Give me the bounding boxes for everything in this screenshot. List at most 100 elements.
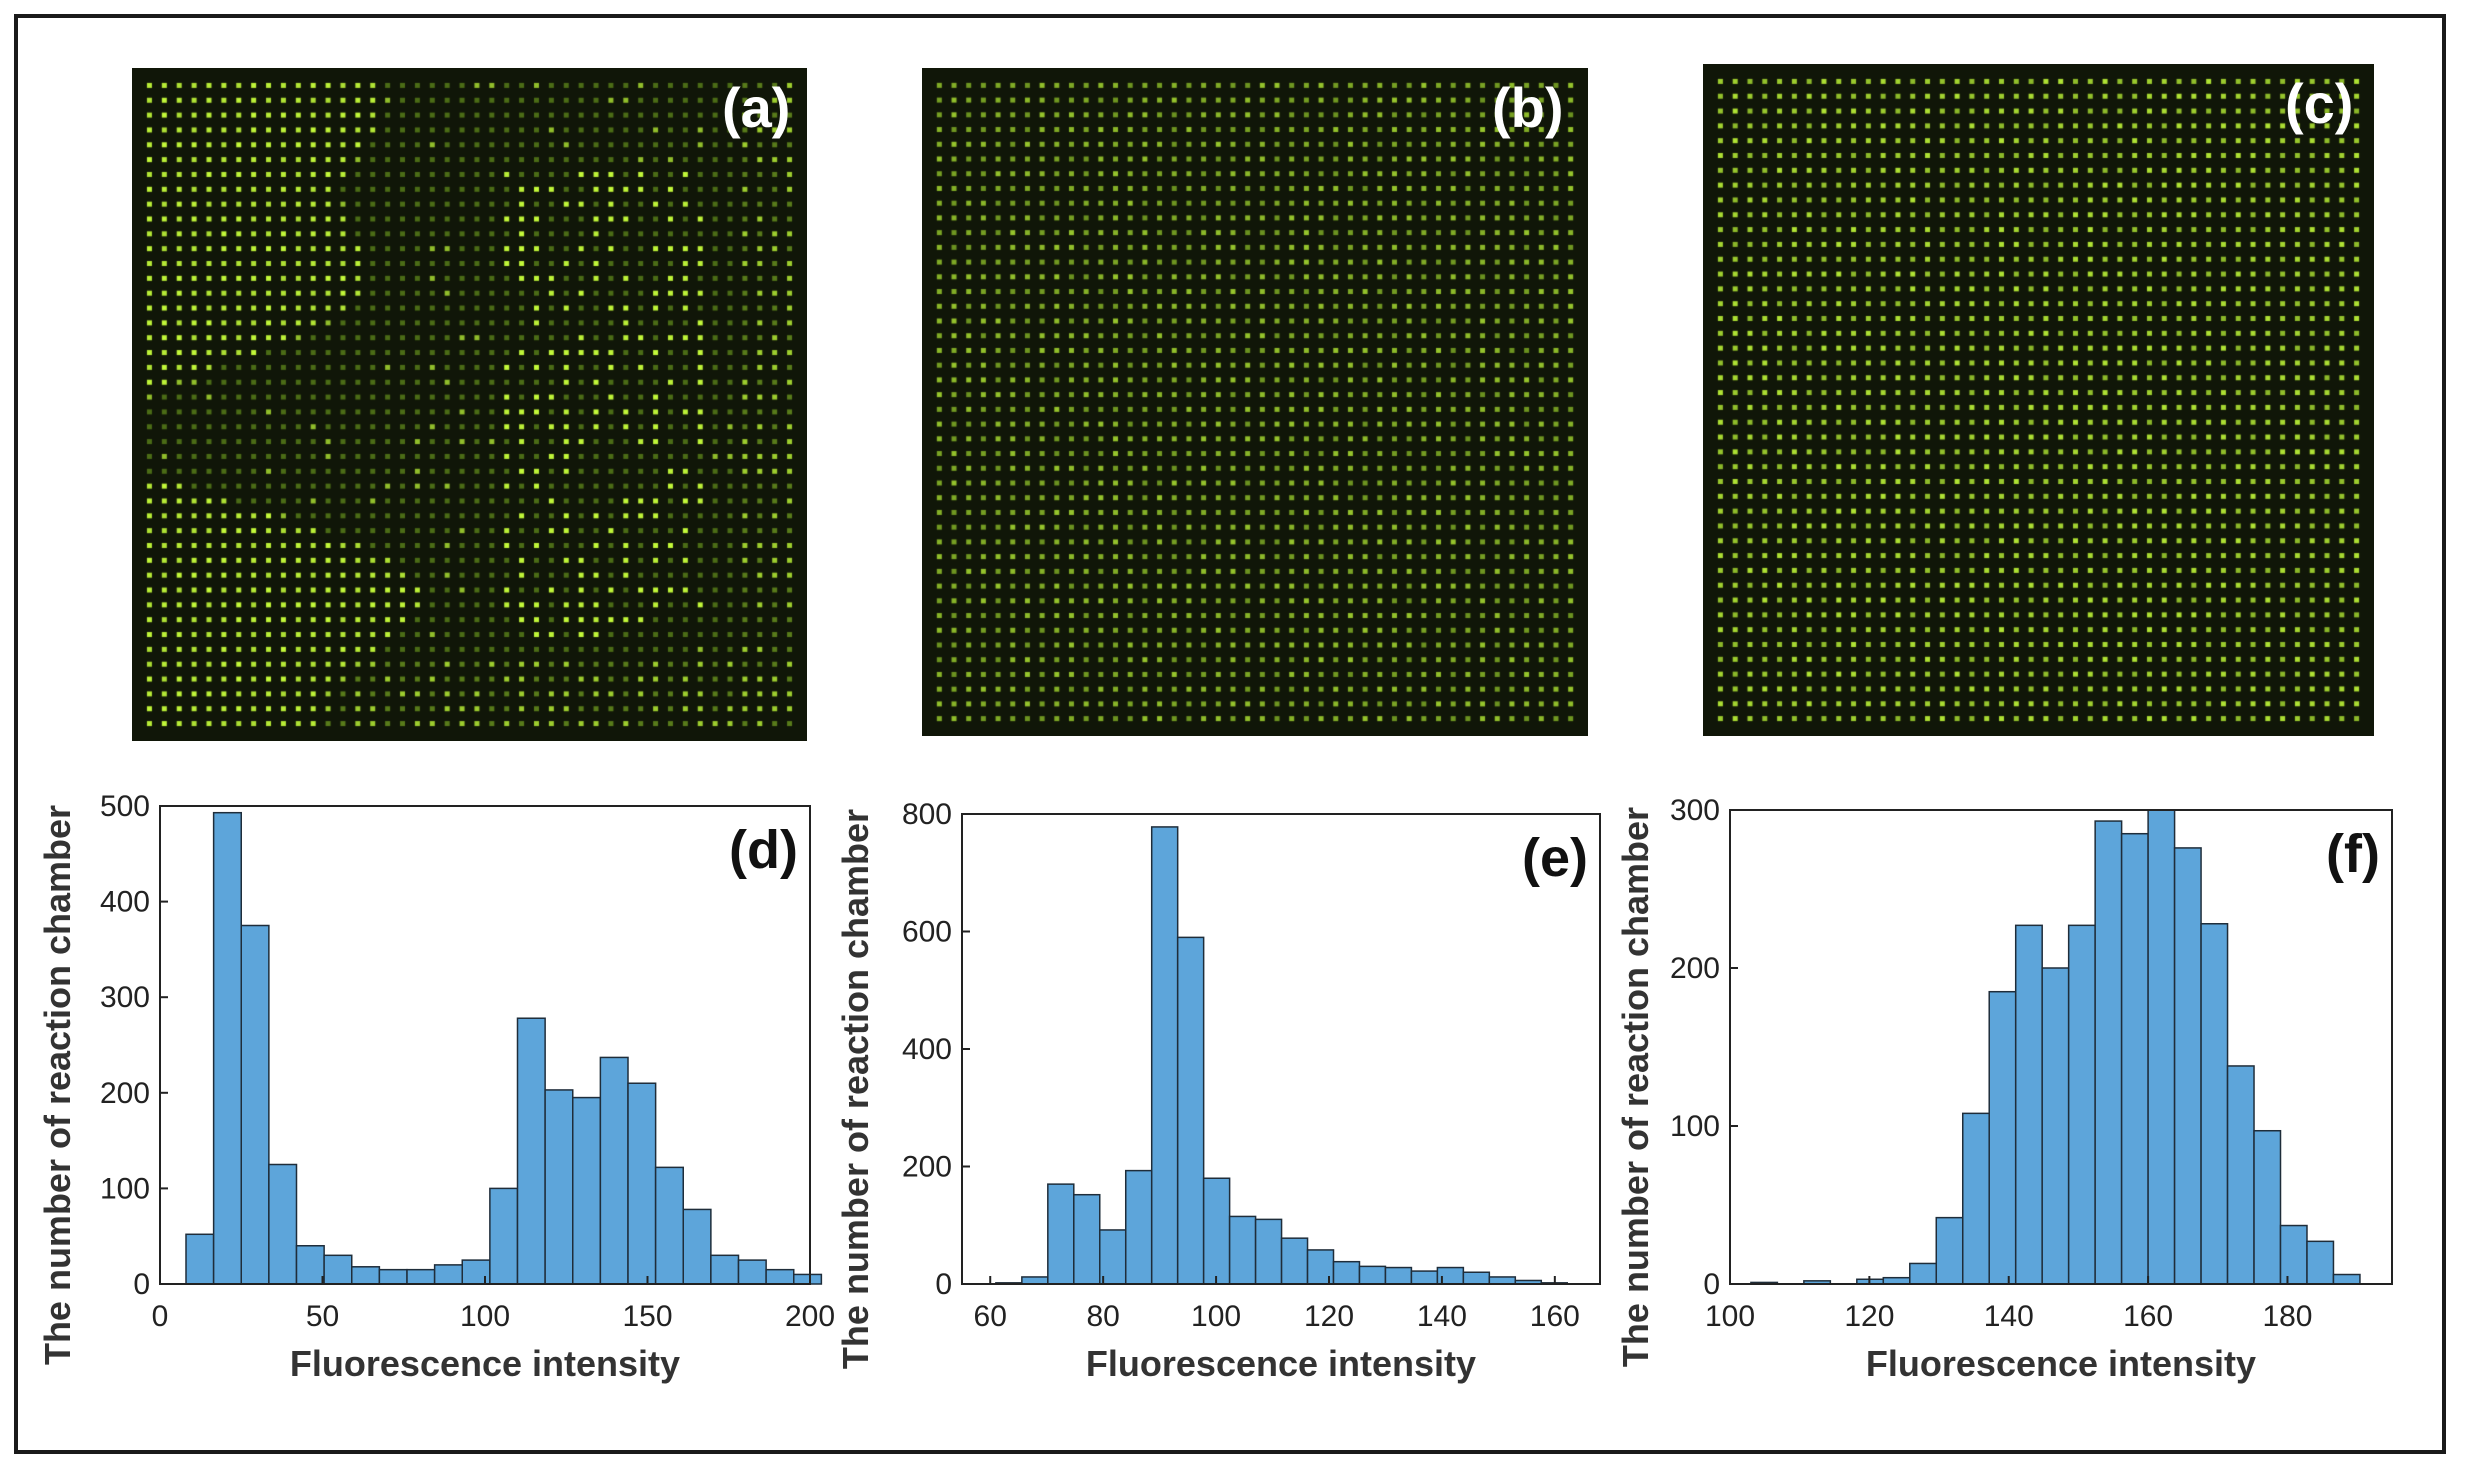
panel-label-d: (d) (729, 820, 798, 880)
y-tick-label: 300 (100, 981, 150, 1014)
histogram-bar (1176, 936, 1205, 1285)
microscopy-panel-b: (b) (922, 68, 1588, 736)
histogram-bar (2067, 924, 2096, 1285)
histogram-bar (2041, 967, 2070, 1285)
histogram-bar (1228, 1215, 1257, 1285)
histogram-bar (2120, 832, 2149, 1285)
histogram-bar (2332, 1273, 2361, 1285)
histogram-bar (433, 1264, 463, 1285)
histogram-bar (212, 811, 242, 1285)
histogram-bar (2200, 923, 2229, 1285)
histogram-bar (1410, 1270, 1439, 1285)
histogram-bar (1935, 1216, 1964, 1285)
y-axis-label: The number of reaction chamber (37, 805, 78, 1365)
histogram-bar (1909, 1262, 1938, 1285)
axes-box (1729, 809, 2393, 1285)
histogram-bar (240, 924, 270, 1285)
histogram-bar (1358, 1265, 1387, 1285)
x-tick-label: 180 (2262, 1300, 2312, 1333)
histogram-bar (406, 1268, 436, 1285)
histogram-bar (793, 1273, 823, 1285)
fluorescence-array-image-c (1703, 64, 2374, 736)
x-tick-label: 100 (1191, 1300, 1241, 1333)
histogram-bar (544, 1089, 574, 1285)
y-tick-label: 200 (902, 1151, 952, 1184)
x-tick-label: 140 (1984, 1300, 2034, 1333)
histogram-bar (2306, 1240, 2335, 1285)
histogram-bar (2279, 1224, 2308, 1285)
x-tick-label: 160 (1530, 1300, 1580, 1333)
histogram-bar (1124, 1169, 1153, 1285)
y-tick-label: 600 (902, 916, 952, 949)
y-axis-label: The number of reaction chamber (1615, 807, 1656, 1367)
fluorescence-array-image-a (132, 68, 807, 741)
histogram-bar (1280, 1237, 1309, 1285)
x-tick-label: 100 (460, 1300, 510, 1333)
x-axis-label: Fluorescence intensity (290, 1343, 680, 1384)
x-tick-label: 200 (785, 1300, 835, 1333)
histogram-bar (2094, 820, 2123, 1285)
histogram-bar (710, 1254, 740, 1285)
histogram-bar (682, 1208, 712, 1285)
histogram-bar (185, 1233, 215, 1285)
x-tick-label: 60 (974, 1300, 1007, 1333)
histogram-bar (1961, 1112, 1990, 1285)
histogram-d: 0 50 100 150 200 0 100 200 300 400 500 Fluorescence… (37, 790, 835, 1384)
microscopy-panel-a: (a) (132, 68, 807, 741)
panel-label-f: (f) (2326, 824, 2380, 884)
histogram-bar (378, 1268, 408, 1285)
x-tick-label: 50 (306, 1300, 339, 1333)
histogram-bar (1099, 1229, 1127, 1285)
x-axis-label: Fluorescence intensity (1866, 1343, 2256, 1384)
histogram-bar (627, 1082, 657, 1285)
y-tick-label: 0 (1703, 1268, 1720, 1301)
histogram-bar (1202, 1177, 1231, 1285)
histogram-bar (599, 1056, 629, 1285)
histogram-bar (268, 1163, 298, 1285)
histogram-bar (323, 1254, 353, 1285)
histogram-bar (1988, 990, 2017, 1285)
histogram-bar (1073, 1193, 1101, 1285)
histogram-bar (1384, 1266, 1413, 1285)
x-tick-label: 0 (152, 1300, 169, 1333)
y-tick-label: 0 (133, 1268, 150, 1301)
x-tick-label: 100 (1705, 1300, 1755, 1333)
histogram-bar (1047, 1183, 1075, 1285)
histogram-bar (351, 1266, 381, 1285)
histogram-bar (295, 1245, 325, 1285)
histogram-bar (489, 1187, 519, 1285)
fluorescence-array-image-b (922, 68, 1588, 736)
x-axis-label: Fluorescence intensity (1086, 1343, 1476, 1384)
y-tick-label: 400 (100, 886, 150, 919)
histogram-bar (1332, 1260, 1361, 1285)
y-tick-label: 100 (1670, 1110, 1720, 1143)
histogram-bar (2173, 847, 2202, 1285)
histogram-bar (2253, 1129, 2282, 1285)
y-tick-label: 200 (1670, 952, 1720, 985)
y-tick-label: 300 (1670, 794, 1720, 827)
histogram-bar (1150, 826, 1179, 1285)
y-tick-label: 200 (100, 1077, 150, 1110)
x-tick-label: 140 (1417, 1300, 1467, 1333)
histogram-bar (1254, 1218, 1283, 1285)
y-tick-label: 0 (935, 1268, 952, 1301)
x-tick-label: 120 (1304, 1300, 1354, 1333)
x-tick-label: 80 (1086, 1300, 1119, 1333)
histogram-e: 60 80 100 120 140 160 0 200 400 600 800 Fluorescenc… (835, 798, 1601, 1384)
histogram-bar (2014, 924, 2043, 1285)
histogram-bar (1462, 1271, 1491, 1285)
microscopy-panel-c: (c) (1703, 64, 2374, 736)
histogram-bar (1021, 1276, 1049, 1285)
panel-label-b: (b) (1492, 76, 1564, 139)
histogram-bar (2147, 809, 2176, 1285)
histogram-bar (516, 1017, 546, 1285)
y-axis-label: The number of reaction chamber (835, 809, 876, 1369)
histogram-bar (2226, 1065, 2255, 1285)
y-tick-label: 400 (902, 1033, 952, 1066)
panel-label-e: (e) (1522, 828, 1588, 888)
histogram-bar (765, 1268, 795, 1285)
panel-label-a: (a) (722, 76, 791, 139)
histogram-bar (654, 1166, 684, 1285)
histogram-bar (737, 1259, 767, 1285)
